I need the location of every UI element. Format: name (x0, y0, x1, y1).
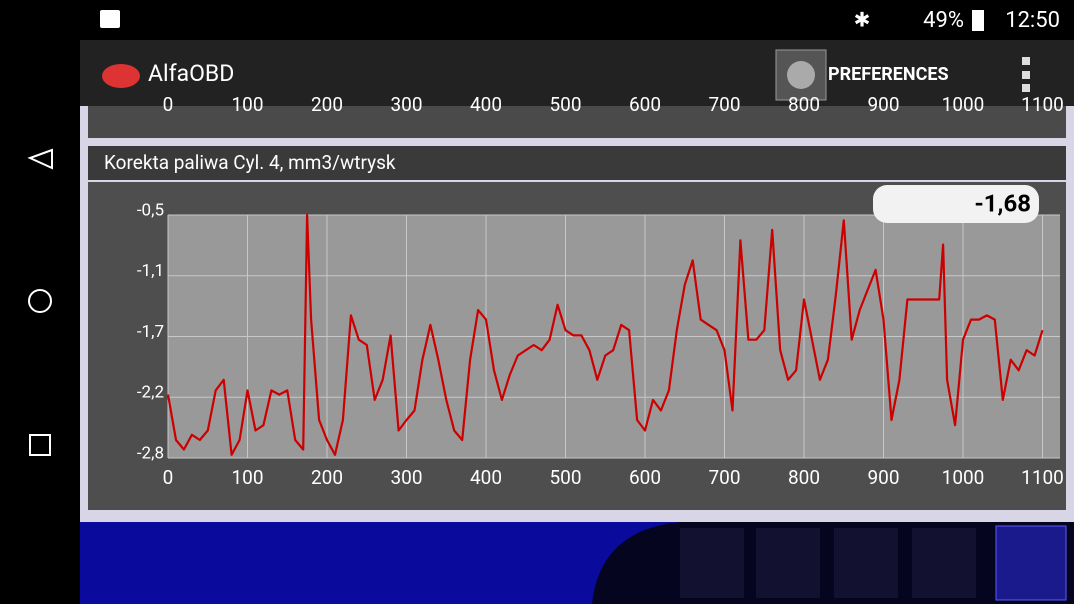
data-line (166, 213, 1044, 456)
prev-x-tick-label: 300 (390, 93, 422, 116)
prev-x-tick-label: 0 (163, 93, 174, 116)
prev-x-tick-label: 900 (867, 93, 899, 116)
toolbar-buttons (680, 525, 1067, 601)
y-tick-label: -2,8 (137, 443, 164, 463)
app-icon (102, 64, 140, 88)
x-tick-label: 300 (390, 466, 422, 489)
prev-x-tick-label: 800 (788, 93, 820, 116)
x-tick-label: 0 (163, 466, 174, 489)
x-tick-label: 600 (629, 466, 661, 489)
tool-button[interactable] (995, 525, 1067, 601)
prev-x-tick-label: 600 (629, 93, 661, 116)
tool-button[interactable] (756, 528, 820, 598)
back-button[interactable] (27, 148, 53, 170)
home-button[interactable] (28, 289, 52, 313)
prev-x-tick-label: 1100 (1021, 93, 1064, 116)
x-tick-label: 1100 (1021, 466, 1064, 489)
y-tick-label: -1,1 (137, 261, 164, 281)
previous-chart (88, 106, 1066, 138)
prev-x-tick-label: 700 (708, 93, 740, 116)
x-tick-label: 1000 (942, 466, 985, 489)
y-tick-label: -1,7 (137, 322, 164, 342)
clock: 12:50 (1005, 8, 1060, 33)
overflow-menu[interactable] (1022, 57, 1030, 92)
battery-icon (972, 10, 984, 31)
panel-title-bar (88, 146, 1066, 180)
x-tick-label: 500 (549, 466, 581, 489)
x-tick-label: 100 (231, 466, 263, 489)
prev-x-tick-label: 200 (311, 93, 343, 116)
current-value: -1,68 (974, 189, 1031, 217)
prev-x-tick-label: 400 (470, 93, 502, 116)
bluetooth-icon: ✱ (854, 7, 871, 31)
preferences-button[interactable]: PREFERENCES (828, 64, 949, 85)
image-icon (100, 10, 120, 28)
x-tick-label: 200 (311, 466, 343, 489)
x-tick-label: 800 (788, 466, 820, 489)
y-tick-label: -0,5 (137, 200, 164, 220)
app-name: AlfaOBD (148, 60, 234, 87)
prev-x-tick-label: 100 (231, 93, 263, 116)
recents-button[interactable] (29, 434, 51, 456)
x-tick-label: 700 (708, 466, 740, 489)
panel-title: Korekta paliwa Cyl. 4, mm3/wtrysk (104, 151, 396, 174)
battery: 49% (923, 8, 964, 33)
gear (787, 61, 815, 89)
x-tick-label: 900 (867, 466, 899, 489)
prev-x-tick-label: 500 (549, 93, 581, 116)
tool-button[interactable] (912, 528, 976, 598)
tool-button[interactable] (834, 528, 898, 598)
tool-button[interactable] (680, 528, 744, 598)
y-tick-label: -2,2 (137, 383, 164, 403)
app-bar (80, 40, 1074, 106)
x-tick-label: 400 (470, 466, 502, 489)
prev-x-tick-label: 1000 (942, 93, 985, 116)
value-box (873, 185, 1039, 223)
